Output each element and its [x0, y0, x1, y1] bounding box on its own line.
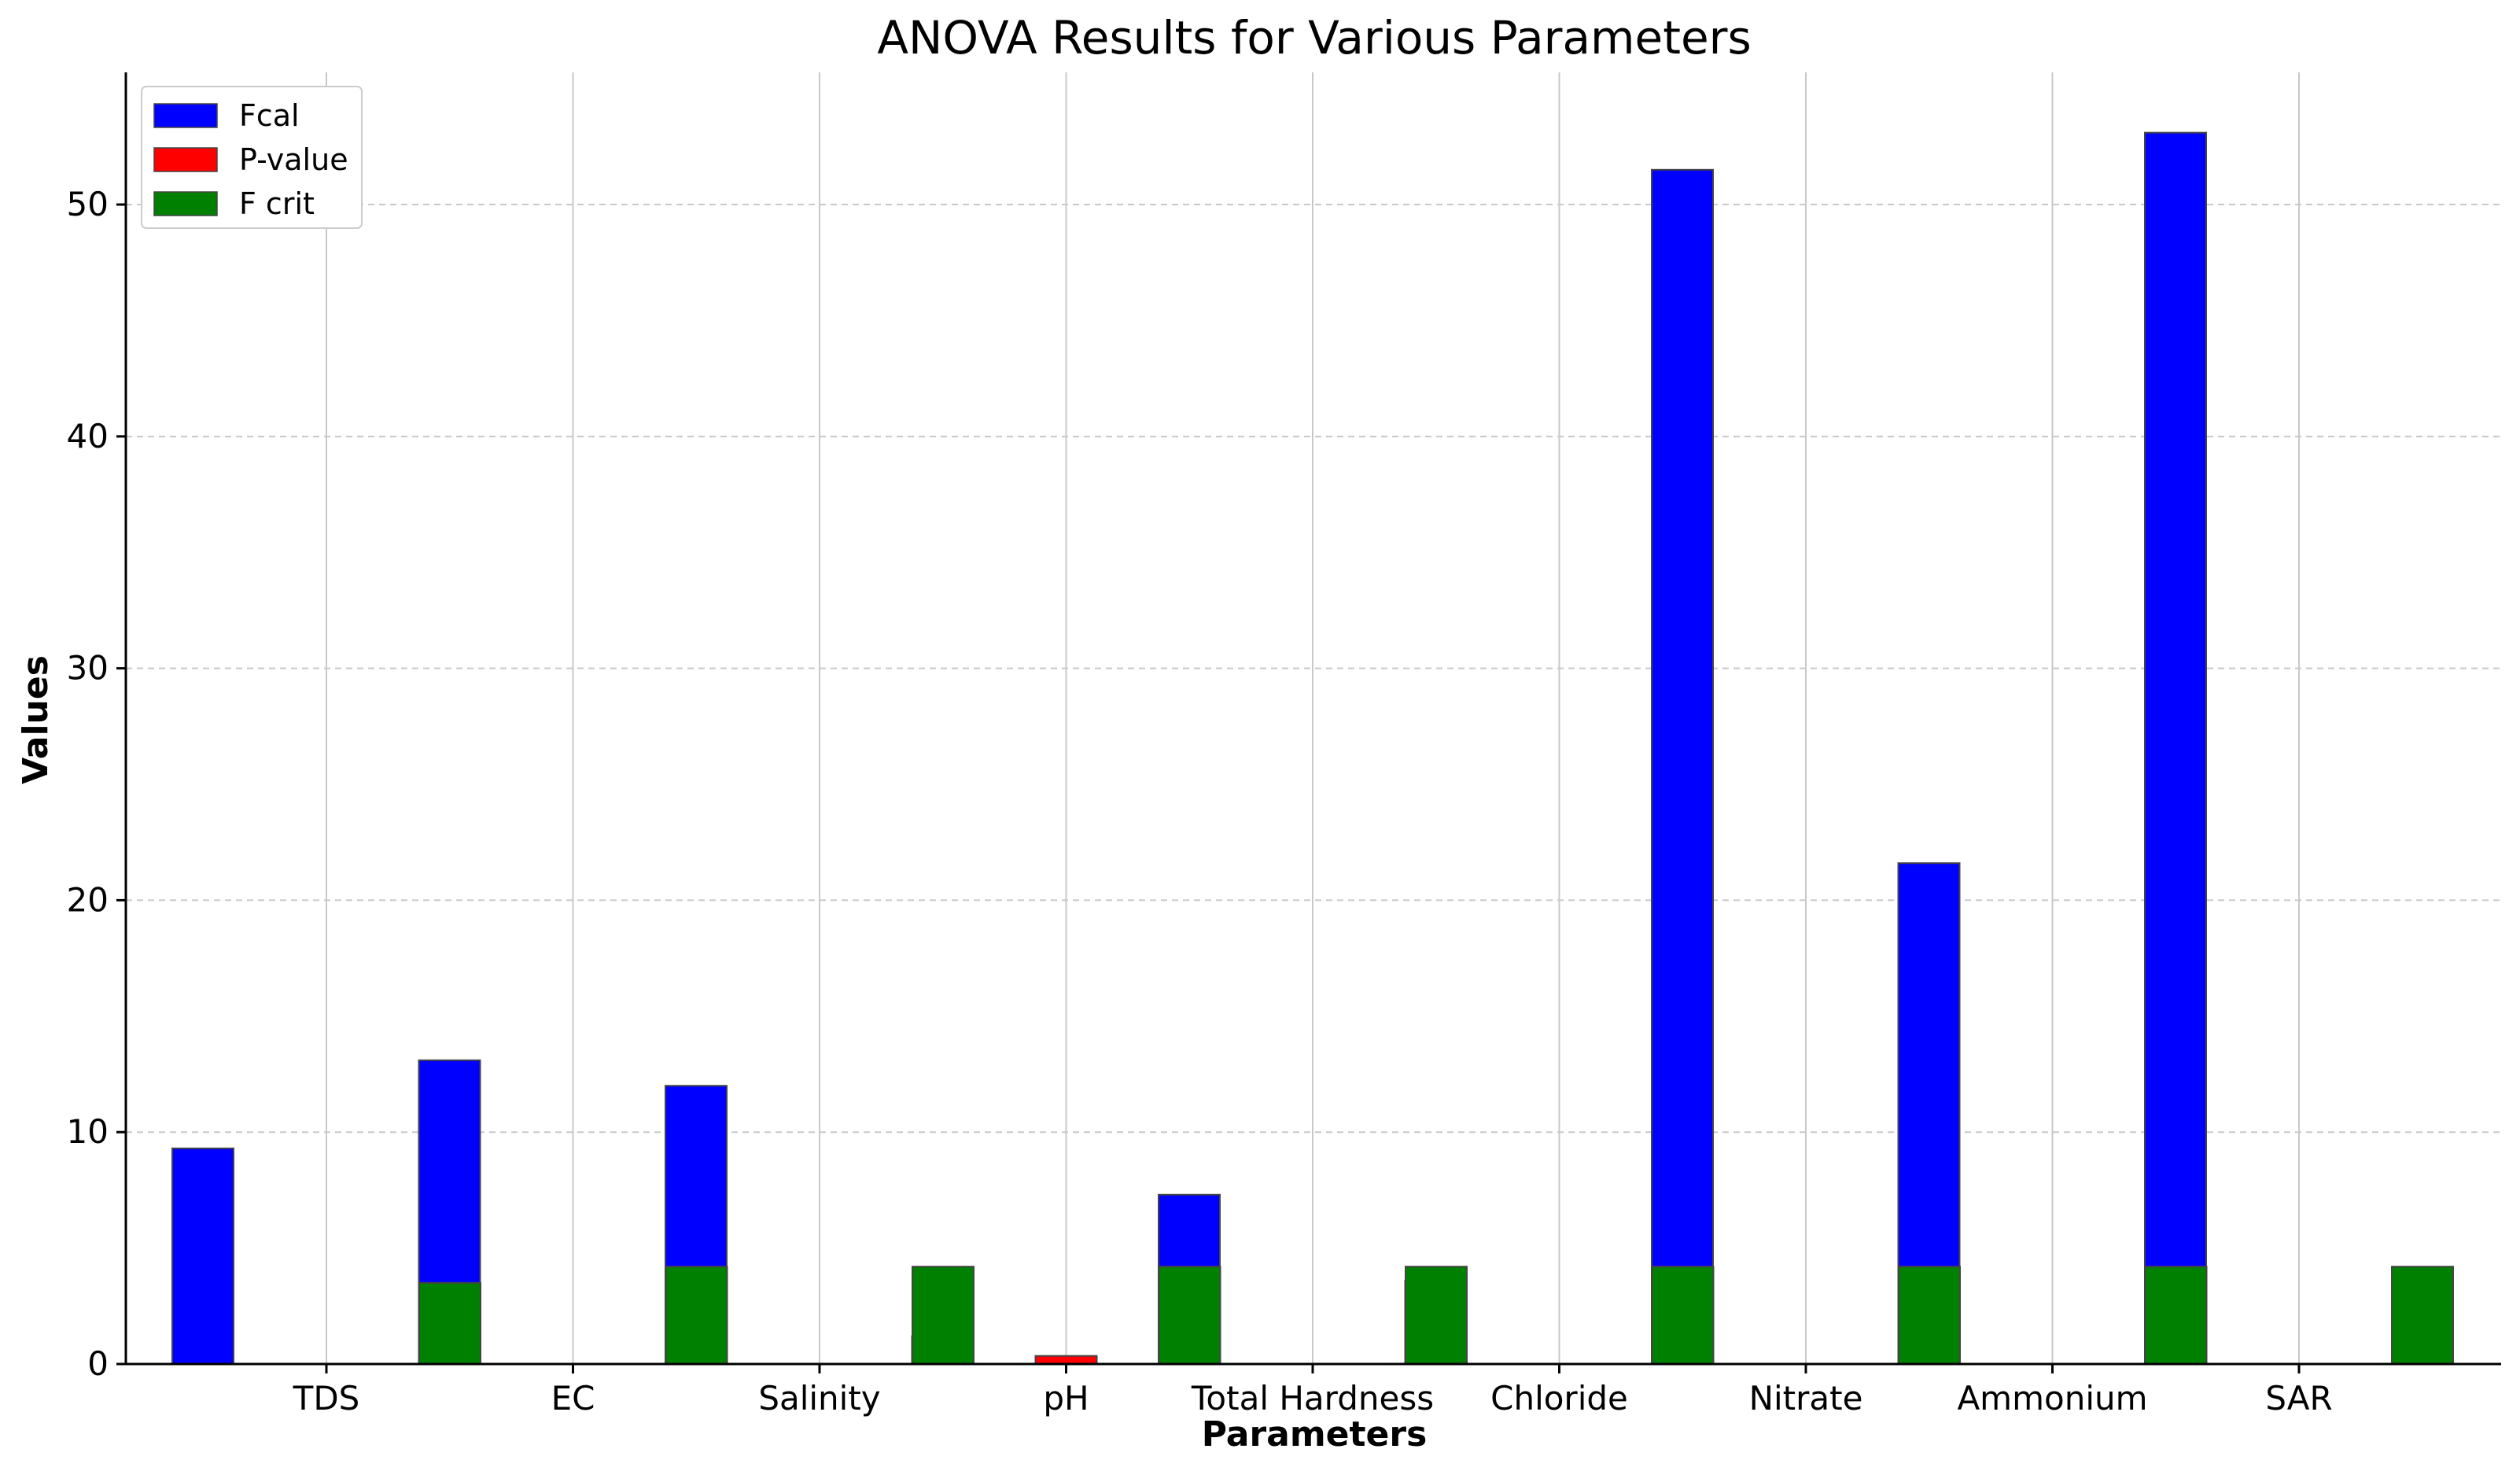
chart-title: ANOVA Results for Various Parameters — [877, 11, 1751, 65]
grid-layer — [126, 72, 2501, 1364]
bar-f-crit-tds — [418, 1281, 481, 1365]
y-axis-title: Values — [16, 655, 56, 784]
bar-f-crit-salinity — [912, 1266, 974, 1366]
x-tick-label: SAR — [2265, 1379, 2332, 1418]
bar-fcal-tds — [171, 1147, 234, 1366]
y-tick-label: 20 — [67, 880, 109, 919]
legend-label: Fcal — [239, 98, 300, 133]
y-tick-label: 30 — [67, 649, 109, 688]
x-axis-title: Parameters — [1202, 1414, 1428, 1454]
legend-label: F crit — [239, 186, 315, 221]
legend-swatch — [153, 103, 218, 128]
bar-f-crit-nitrate — [1898, 1266, 1961, 1366]
x-tick-label: EC — [551, 1379, 595, 1418]
y-tick-label: 40 — [67, 417, 109, 455]
x-tick-label: Ammonium — [1957, 1379, 2147, 1418]
bar-f-crit-total-hardness — [1405, 1266, 1468, 1366]
bar-f-crit-ammonium — [2144, 1266, 2208, 1366]
x-tick-label: TDS — [293, 1379, 360, 1418]
bar-f-crit-sar — [2391, 1266, 2454, 1366]
bar-f-crit-chloride — [1651, 1266, 1715, 1366]
legend: Fcal P-value F crit — [141, 86, 363, 229]
x-tick-label: Chloride — [1490, 1379, 1628, 1418]
y-tick-label: 0 — [87, 1344, 109, 1383]
bars-layer — [171, 131, 2454, 1366]
bar-fcal-sar — [2144, 131, 2207, 1365]
legend-swatch — [153, 147, 218, 172]
x-tick-label: pH — [1043, 1379, 1089, 1418]
bar-p-value-ph — [1034, 1355, 1098, 1366]
bar-fcal-nitrate — [1651, 168, 1714, 1366]
x-tick-label: Salinity — [758, 1379, 880, 1418]
bar-f-crit-ec — [665, 1266, 728, 1366]
bar-f-crit-ph — [1158, 1266, 1221, 1366]
axes-layer: 0 10 20 30 40 50 TDS EC Salinity pH Total Hardness… — [67, 72, 2501, 1418]
legend-label: P-value — [239, 142, 348, 177]
x-tick-label: Nitrate — [1749, 1379, 1863, 1418]
y-tick-label: 10 — [67, 1112, 109, 1151]
y-tick-label: 50 — [67, 185, 109, 223]
legend-swatch — [153, 191, 218, 216]
x-tick-label: Total Hardness — [1191, 1379, 1434, 1418]
